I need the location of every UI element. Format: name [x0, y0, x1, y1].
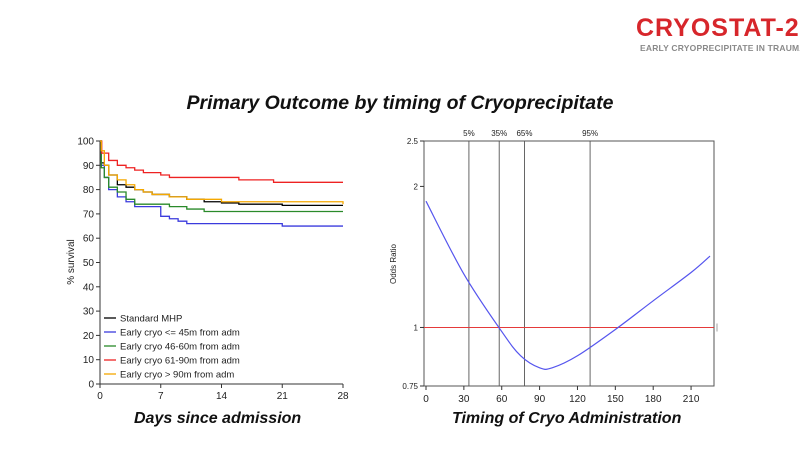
- km-y-tick-label: 0: [88, 380, 94, 391]
- km-legend-label: Early cryo <= 45m from adm: [120, 328, 240, 339]
- km-x-tick-label: 28: [337, 391, 349, 402]
- km-y-tick-label: 30: [83, 307, 95, 318]
- or-percentile-label: 5%: [463, 129, 475, 138]
- or-plot-frame: [423, 140, 715, 387]
- or-y-axis-label: Odds Ratio: [389, 243, 398, 284]
- km-series-line: [100, 140, 344, 205]
- km-series-line: [100, 140, 343, 183]
- km-x-tick-label: 0: [97, 391, 103, 402]
- km-y-tick-label: 10: [83, 355, 95, 366]
- or-x-tick-label: 30: [458, 394, 470, 405]
- km-y-tick-label: 50: [83, 258, 95, 269]
- or-y-tick-label: 0.75: [402, 382, 418, 391]
- km-legend-label: Early cryo > 90m from adm: [120, 370, 234, 381]
- km-legend-label: Early cryo 61-90m from adm: [120, 356, 240, 367]
- or-percentile-label: 95%: [582, 129, 598, 138]
- or-x-tick-label: 90: [534, 394, 546, 405]
- or-x-tick-label: 180: [645, 394, 662, 405]
- or-y-tick-label: 2.5: [407, 137, 419, 146]
- right-chart-caption: Timing of Cryo Administration: [452, 410, 682, 427]
- or-series-curve: [425, 200, 711, 370]
- km-y-tick-label: 70: [83, 209, 95, 220]
- or-x-tick-label: 120: [569, 394, 586, 405]
- odds-ratio-chart: 0.75 1 2 2.5 0 30 60 90 120 150 180 210 Odds Ratio 5%…: [389, 129, 718, 405]
- logo-subtitle: EARLY CRYOPRECIPITATE IN TRAUMA: [640, 43, 800, 53]
- survival-chart: 0 10 20 30 40 50 60 70 80 90 100 0 7 14 21 28 % survival…: [66, 137, 349, 403]
- km-y-tick-label: 20: [83, 331, 95, 342]
- km-x-tick-label: 14: [216, 391, 228, 402]
- km-y-tick-label: 100: [77, 137, 94, 148]
- or-x-tick-label: 150: [607, 394, 624, 405]
- or-x-tick-label: 60: [496, 394, 508, 405]
- km-y-tick-label: 80: [83, 185, 95, 196]
- or-y-tick-label: 1: [414, 323, 419, 332]
- km-x-tick-label: 7: [158, 391, 164, 402]
- slide-title: Primary Outcome by timing of Cryoprecipi…: [186, 92, 614, 114]
- km-series-line: [100, 140, 343, 213]
- or-y-tick-label: 2: [414, 182, 419, 191]
- or-percentile-label: 65%: [516, 129, 532, 138]
- logo-wordmark: CRYOSTAT-2: [636, 14, 800, 42]
- left-chart-caption: Days since admission: [134, 410, 302, 427]
- km-series-line: [100, 140, 343, 227]
- km-legend-label: Early cryo 46-60m from adm: [120, 342, 240, 353]
- km-series-line: [100, 140, 343, 207]
- or-x-tick-label: 0: [423, 394, 429, 405]
- km-x-tick-label: 21: [277, 391, 289, 402]
- or-x-tick-label: 210: [683, 394, 700, 405]
- or-percentile-label: 35%: [491, 129, 507, 138]
- km-legend-label: Standard MHP: [120, 314, 182, 325]
- km-y-tick-label: 90: [83, 161, 95, 172]
- km-y-tick-label: 40: [83, 282, 95, 293]
- km-y-axis-label: % survival: [66, 239, 77, 285]
- km-y-tick-label: 60: [83, 234, 95, 245]
- cryostat-logo: CRYOSTAT-2 EARLY CRYOPRECIPITATE IN TRAU…: [636, 14, 800, 54]
